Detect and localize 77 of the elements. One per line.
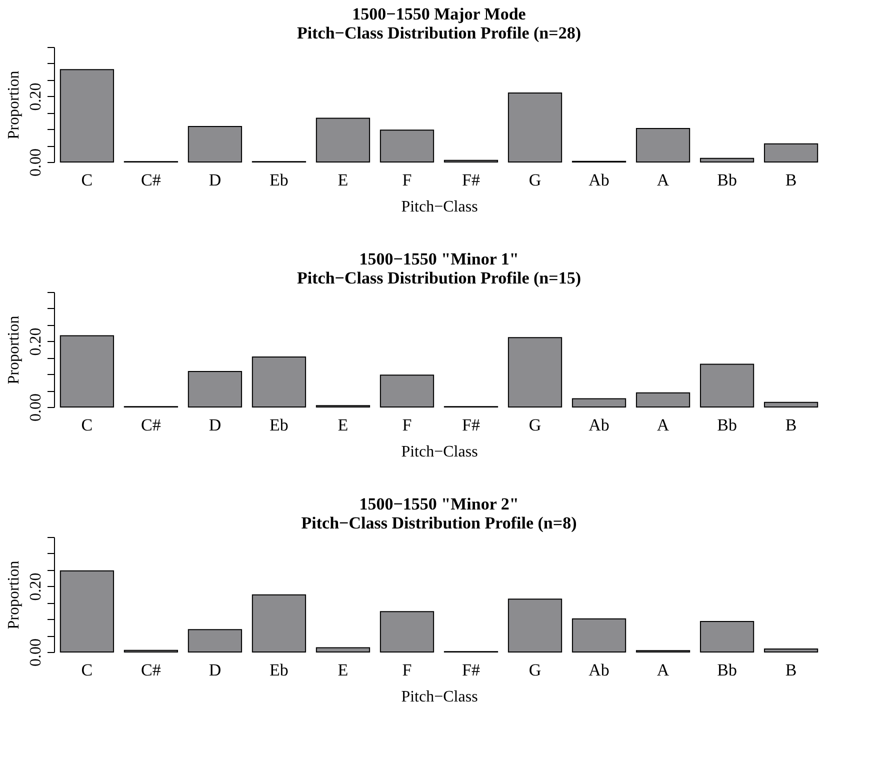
bar (60, 570, 114, 652)
x-tick-label: C# (141, 660, 162, 680)
bar (700, 620, 754, 652)
x-tick-label: F# (462, 170, 480, 190)
x-tick-label: C (81, 170, 93, 190)
x-tick-label: G (528, 416, 542, 434)
x-tick-label: Eb (270, 170, 288, 190)
x-axis-title: Pitch−Class (401, 688, 478, 706)
x-tick-label: Bb (717, 170, 737, 190)
chart-title: 1500−1550 Major Mode Pitch−Class Distribution Profile (n=28) (297, 4, 581, 42)
bar (60, 69, 114, 162)
x-tick-label: F (402, 170, 412, 190)
bar (508, 337, 562, 408)
x-tick-label: A (656, 416, 670, 434)
x-tick-label: Ab (588, 416, 610, 434)
bar (380, 611, 434, 652)
y-tick-label: 0.20 (28, 572, 44, 601)
bar (188, 629, 242, 652)
x-tick-label: C# (141, 416, 162, 434)
x-tick-label: C# (141, 170, 162, 190)
x-tick-label: Eb (270, 660, 288, 680)
bar (700, 364, 754, 408)
x-tick-label: C (81, 416, 93, 434)
x-tick-label: Eb (270, 416, 288, 434)
y-tick-label: 0.20 (28, 82, 44, 111)
y-axis-title: Proportion (6, 70, 22, 140)
x-tick-label: E (338, 660, 348, 680)
x-tick-label: A (656, 170, 670, 190)
bar (380, 374, 434, 408)
bar (764, 143, 818, 162)
bar (636, 128, 690, 162)
chart-title: 1500−1550 "Minor 2" Pitch−Class Distribution Profile (n=8) (301, 494, 577, 532)
x-tick-label: A (656, 660, 670, 680)
bar (764, 648, 818, 652)
x-tick-label: G (528, 170, 542, 190)
bar (700, 158, 754, 162)
y-tick-label: 0.00 (28, 148, 44, 176)
y-tick-label: 0.20 (28, 328, 44, 356)
y-axis-title: Proportion (6, 316, 22, 384)
x-tick-label: E (338, 416, 348, 434)
bar (572, 398, 626, 408)
x-tick-label: Ab (588, 660, 610, 680)
bar (60, 335, 114, 408)
x-tick-label: D (208, 170, 222, 190)
x-tick-label: Bb (717, 660, 737, 680)
x-tick-label: B (785, 660, 797, 680)
x-tick-label: Ab (588, 170, 610, 190)
x-tick-label: D (208, 416, 222, 434)
x-tick-label: F (402, 660, 412, 680)
x-tick-label: G (528, 660, 542, 680)
bar (188, 371, 242, 408)
y-axis-title: Proportion (6, 560, 22, 630)
bar (188, 126, 242, 162)
bar (572, 618, 626, 652)
x-axis-title: Pitch−Class (401, 198, 478, 216)
x-axis-title: Pitch−Class (401, 444, 478, 460)
bar (508, 598, 562, 652)
x-tick-label: E (338, 170, 348, 190)
bar (252, 594, 306, 652)
y-tick-label: 0.00 (28, 394, 44, 422)
x-tick-label: D (208, 660, 222, 680)
y-tick-label: 0.00 (28, 638, 44, 666)
bar (252, 356, 306, 408)
bar (764, 402, 818, 408)
bar (380, 130, 434, 162)
x-tick-label: Bb (717, 416, 737, 434)
bar (316, 118, 370, 162)
chart-title: 1500−1550 "Minor 1" Pitch−Class Distribution Profile (n=15) (297, 250, 581, 288)
bar (636, 392, 690, 408)
x-tick-label: B (785, 170, 797, 190)
x-tick-label: F# (462, 416, 480, 434)
x-tick-label: B (785, 416, 797, 434)
x-tick-label: C (81, 660, 93, 680)
bar (508, 92, 562, 162)
x-tick-label: F# (462, 660, 480, 680)
bar (316, 647, 370, 652)
x-tick-label: F (402, 416, 412, 434)
